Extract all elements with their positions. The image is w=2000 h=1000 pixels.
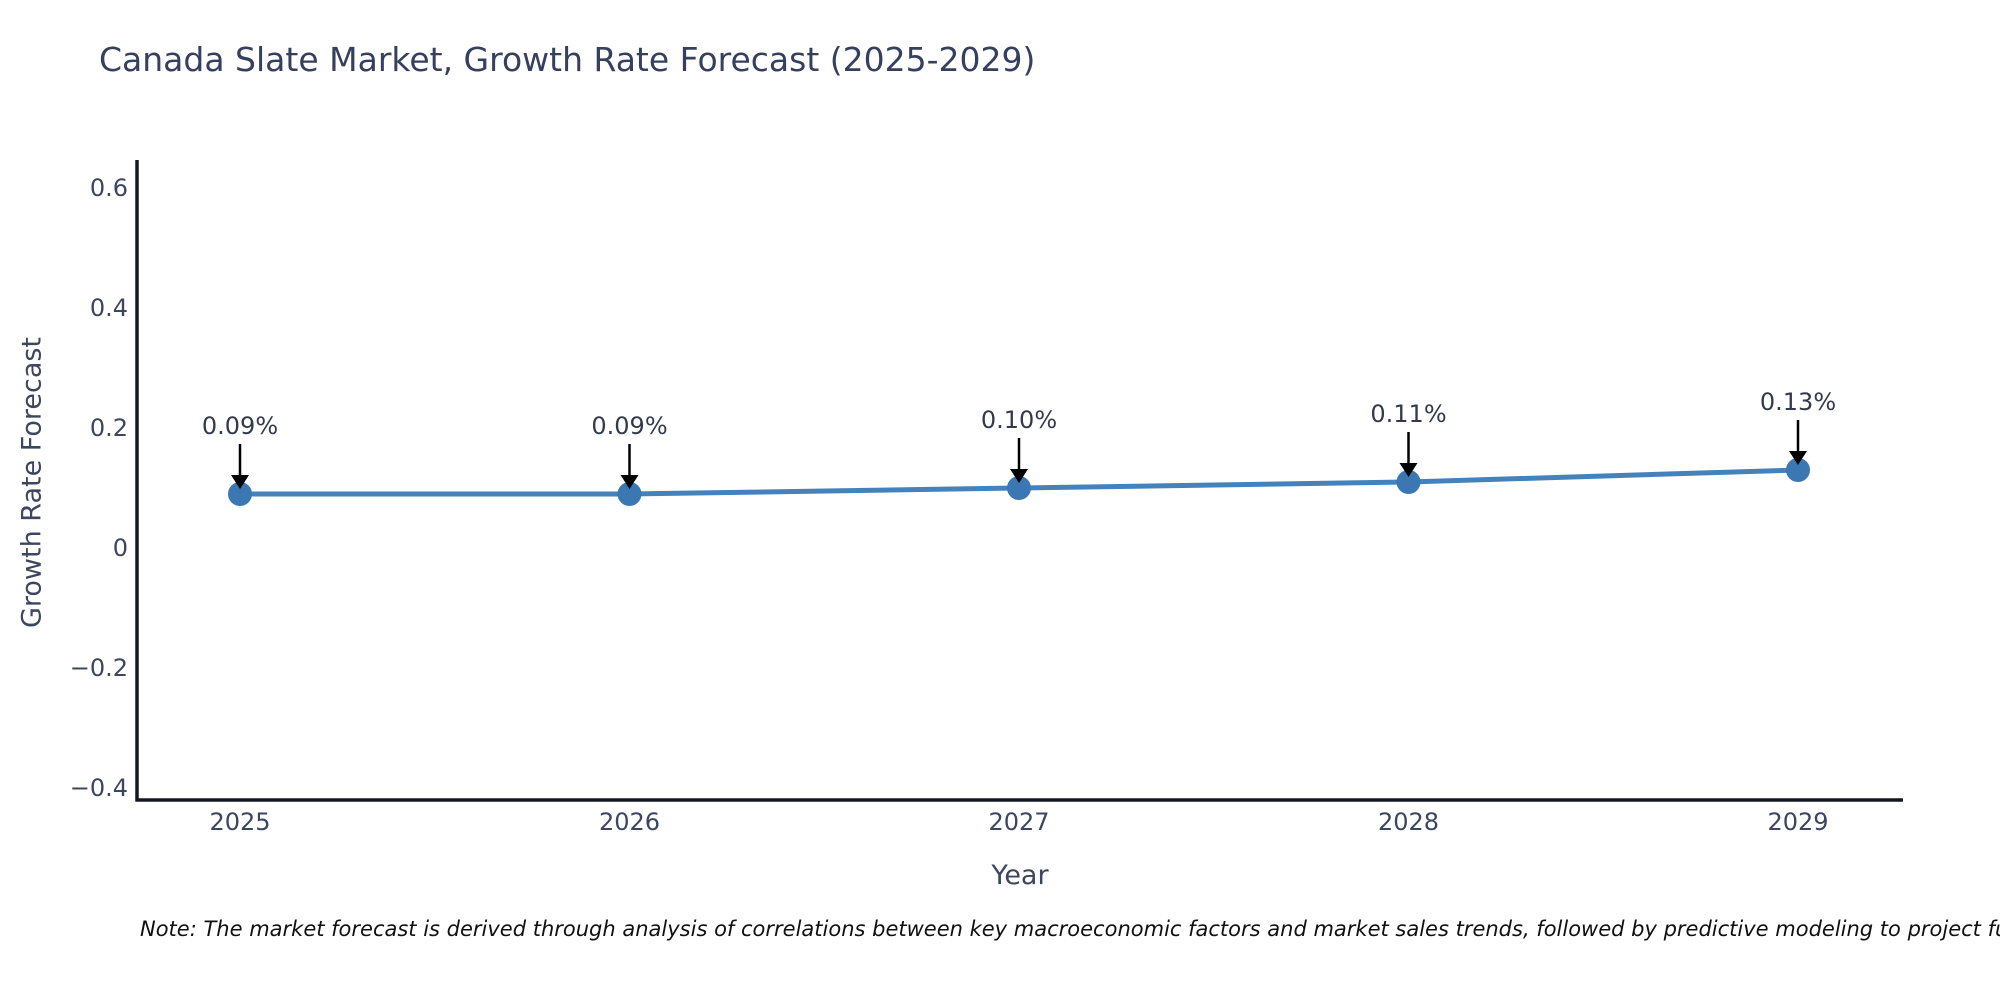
annotation-arrowhead <box>620 475 639 489</box>
data-point-label: 0.13% <box>1759 388 1837 416</box>
y-tick-label: −0.2 <box>69 654 128 682</box>
data-point-marker <box>1786 458 1810 482</box>
data-point-marker <box>617 482 642 506</box>
data-point-label: 0.11% <box>1370 400 1447 428</box>
y-tick-label: 0.6 <box>89 174 128 202</box>
annotation-arrowhead <box>231 475 249 489</box>
chart-title: Canada Slate Market, Growth Rate Forecas… <box>99 40 1036 79</box>
data-point-label: 0.09% <box>591 412 668 440</box>
data-point-label: 0.09% <box>201 412 279 440</box>
x-tick-label: 2026 <box>598 808 661 836</box>
y-tick-label: 0.2 <box>89 414 128 442</box>
data-point-marker <box>228 482 252 506</box>
x-tick-label: 2027 <box>988 808 1050 836</box>
annotation-arrowhead <box>1399 463 1418 477</box>
y-axis-title: Growth Rate Forecast <box>16 336 48 629</box>
axis-spines <box>135 160 1903 802</box>
y-tick-label: 0 <box>112 534 128 562</box>
data-point-marker <box>1007 476 1031 500</box>
x-axis-title: Year <box>991 860 1049 891</box>
annotation-arrowhead <box>1010 469 1028 483</box>
annotation-arrowhead <box>1789 451 1807 465</box>
y-tick-label: 0.4 <box>89 294 128 322</box>
data-point-marker <box>1396 470 1421 494</box>
x-tick-label: 2029 <box>1767 808 1829 836</box>
data-point-label: 0.10% <box>980 406 1058 434</box>
x-tick-label: 2028 <box>1377 808 1440 836</box>
footnote: Note: The market forecast is derived thr… <box>140 917 2000 941</box>
x-tick-label: 2025 <box>209 808 271 836</box>
y-tick-label: −0.4 <box>69 774 128 802</box>
